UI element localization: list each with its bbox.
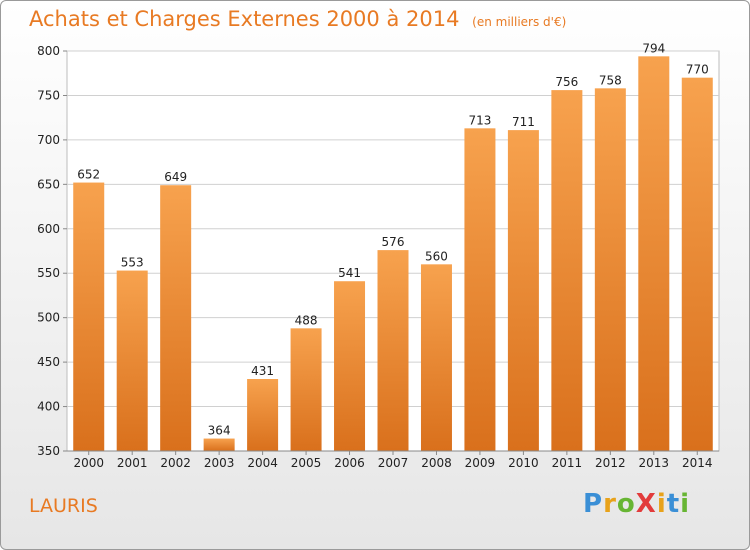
x-tick-label-2013: 2013: [639, 456, 670, 470]
data-label-2011: 756: [555, 75, 578, 89]
x-tick-label-2009: 2009: [465, 456, 496, 470]
logo-letter: i: [656, 489, 667, 519]
x-tick-label-2007: 2007: [378, 456, 409, 470]
y-tick-label: 500: [37, 311, 60, 325]
data-label-2005: 488: [295, 313, 318, 327]
logo-letter: i: [680, 489, 691, 519]
y-tick-label: 700: [37, 133, 60, 147]
data-label-2006: 541: [338, 266, 361, 280]
x-tick-label-2001: 2001: [117, 456, 148, 470]
bar-2009: [464, 128, 496, 451]
y-tick-label: 400: [37, 400, 60, 414]
y-tick-label: 350: [37, 444, 60, 458]
chart-title: Achats et Charges Externes 2000 à 2014: [29, 7, 460, 31]
y-tick-label: 550: [37, 266, 60, 280]
y-tick-label: 800: [37, 44, 60, 58]
x-tick-label-2011: 2011: [552, 456, 583, 470]
x-tick-label-2002: 2002: [160, 456, 191, 470]
data-label-2010: 711: [512, 115, 535, 129]
data-label-2007: 576: [382, 235, 405, 249]
bar-2008: [420, 264, 452, 451]
bar-2014: [681, 77, 713, 452]
bar-2004: [247, 379, 279, 451]
commune-name: LAURIS: [29, 495, 98, 517]
bar-2002: [160, 185, 192, 451]
x-tick-label-2008: 2008: [421, 456, 452, 470]
data-label-2012: 758: [599, 73, 622, 87]
bar-2000: [73, 182, 105, 452]
bar-2010: [507, 130, 539, 451]
bar-2001: [116, 270, 148, 451]
data-label-2014: 770: [686, 63, 709, 77]
bar-2003: [203, 438, 235, 451]
y-tick-label: 600: [37, 222, 60, 236]
x-tick-label-2014: 2014: [682, 456, 713, 470]
data-label-2001: 553: [121, 256, 144, 270]
data-label-2008: 560: [425, 249, 448, 263]
logo-letter: P: [583, 489, 604, 519]
x-tick-label-2003: 2003: [204, 456, 235, 470]
data-label-2003: 364: [208, 424, 231, 438]
chart-title-block: Achats et Charges Externes 2000 à 2014 (…: [29, 7, 566, 31]
x-tick-label-2012: 2012: [595, 456, 626, 470]
y-tick-label: 650: [37, 177, 60, 191]
bar-2011: [551, 90, 583, 451]
data-label-2013: 794: [642, 41, 665, 55]
bar-2013: [638, 56, 670, 451]
data-label-2004: 431: [251, 364, 274, 378]
data-label-2000: 652: [77, 168, 100, 182]
logo-letter: t: [666, 489, 681, 519]
x-tick-label-2004: 2004: [247, 456, 278, 470]
data-label-2009: 713: [468, 113, 491, 127]
bar-2005: [290, 328, 322, 451]
x-tick-label-2010: 2010: [508, 456, 539, 470]
data-label-2002: 649: [164, 170, 187, 184]
bar-2007: [377, 250, 409, 451]
x-tick-label-2006: 2006: [334, 456, 365, 470]
bar-2006: [334, 281, 366, 451]
y-tick-label: 750: [37, 88, 60, 102]
logo-letter: o: [616, 489, 636, 519]
chart-subtitle: (en milliers d'€): [472, 15, 567, 29]
proxiti-logo[interactable]: ProXiti: [583, 489, 690, 519]
bar-2012: [594, 88, 626, 451]
y-tick-label: 450: [37, 355, 60, 369]
x-tick-label-2005: 2005: [291, 456, 322, 470]
logo-letter: X: [635, 489, 657, 519]
logo-letter: r: [603, 489, 617, 519]
x-tick-label-2000: 2000: [73, 456, 104, 470]
